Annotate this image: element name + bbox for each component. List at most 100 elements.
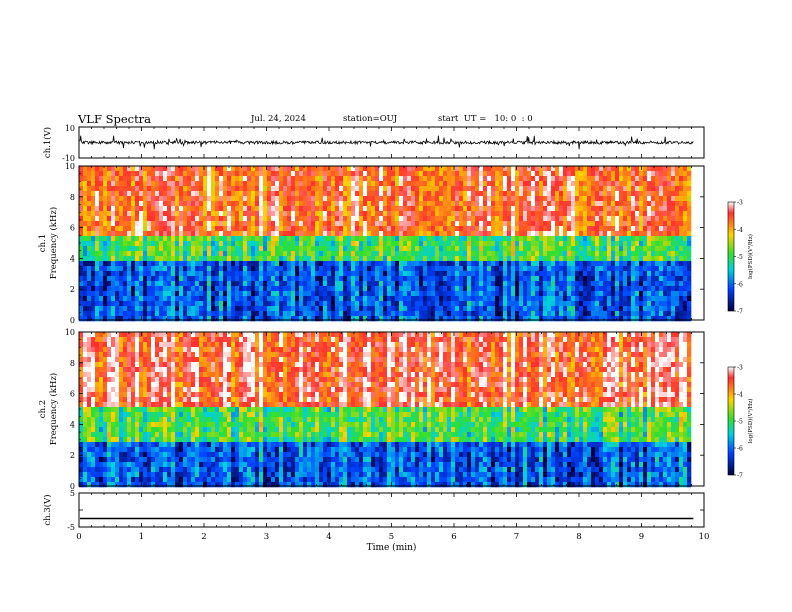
spectrogram-cell xyxy=(87,311,92,317)
spectrogram-cell xyxy=(247,176,252,182)
spectrogram-cell xyxy=(559,196,564,202)
spectrogram-cell xyxy=(643,171,648,177)
spectrogram-cell xyxy=(507,206,512,212)
spectrogram-cell xyxy=(495,296,500,302)
spectrogram-cell xyxy=(687,191,692,197)
spectrogram-cell xyxy=(459,251,464,257)
spectrogram-cell xyxy=(119,191,124,197)
spectrogram-cell xyxy=(275,241,280,247)
spectrogram-cell xyxy=(647,226,652,232)
spectrogram-cell xyxy=(379,261,384,267)
spectrogram-cell xyxy=(119,196,124,202)
spectrogram-cell xyxy=(363,281,368,287)
spectrogram-cell xyxy=(483,186,488,192)
spectrogram-cell xyxy=(535,251,540,257)
spectrogram-cell xyxy=(115,246,120,252)
spectrogram-cell xyxy=(567,296,572,302)
spectrogram-cell xyxy=(343,276,348,282)
spectrogram-cell xyxy=(323,291,328,297)
spectrogram-cell xyxy=(115,291,120,297)
spectrogram-cell xyxy=(215,286,220,292)
spectrogram-cell xyxy=(379,246,384,252)
spectrogram-cell xyxy=(515,206,520,212)
spectrogram-cell xyxy=(99,171,104,177)
spectrogram-cell xyxy=(335,191,340,197)
spectrogram-cell xyxy=(643,206,648,212)
spectrogram-cell xyxy=(439,296,444,302)
spectrogram-cell xyxy=(395,306,400,312)
spectrogram-cell xyxy=(111,296,116,302)
spectrogram-cell xyxy=(535,186,540,192)
spectrogram-cell xyxy=(387,301,392,307)
spectrogram-cell xyxy=(331,296,336,302)
spectrogram-cell xyxy=(407,196,412,202)
spectrogram-cell xyxy=(79,276,84,282)
spectrogram-cell xyxy=(603,206,608,212)
spectrogram-cell xyxy=(183,256,188,262)
spectrogram-cell xyxy=(99,186,104,192)
spectrogram-cell xyxy=(259,191,264,197)
spectrogram-cell xyxy=(683,311,688,317)
spectrogram-cell xyxy=(283,311,288,317)
spectrogram-cell xyxy=(279,266,284,272)
spectrogram-cell xyxy=(139,266,144,272)
spectrogram-cell xyxy=(655,311,660,317)
spectrogram-cell xyxy=(647,231,652,237)
spectrogram-cell xyxy=(119,181,124,187)
spectrogram-cell xyxy=(479,206,484,212)
spectrogram-cell xyxy=(255,181,260,187)
spectrogram-cell xyxy=(635,186,640,192)
spectrogram-cell xyxy=(675,261,680,267)
spectrogram-cell xyxy=(579,181,584,187)
spectrogram-cell xyxy=(155,231,160,237)
spectrogram-cell xyxy=(359,306,364,312)
spectrogram-cell xyxy=(183,181,188,187)
spectrogram-cell xyxy=(175,251,180,257)
spectrogram-cell xyxy=(243,216,248,222)
spectrogram-cell xyxy=(275,206,280,212)
spectrogram-cell xyxy=(111,256,116,262)
spectrogram-cell xyxy=(491,181,496,187)
spectrogram-cell xyxy=(159,261,164,267)
spectrogram-cell xyxy=(511,191,516,197)
spectrogram-cell xyxy=(303,166,308,172)
spectrogram-cell xyxy=(223,171,228,177)
spectrogram-cell xyxy=(159,226,164,232)
spectrogram-cell xyxy=(323,316,328,322)
spectrogram-cell xyxy=(619,231,624,237)
spectrogram-cell xyxy=(623,166,628,172)
spectrogram-cell xyxy=(579,166,584,172)
spectrogram-cell xyxy=(323,211,328,217)
spectrogram-cell xyxy=(483,266,488,272)
spectrogram-cell xyxy=(167,301,172,307)
spectrogram-cell xyxy=(343,296,348,302)
spectrogram-cell xyxy=(267,196,272,202)
spectrogram-cell xyxy=(111,271,116,277)
spectrogram-cell xyxy=(467,261,472,267)
spectrogram-cell xyxy=(635,211,640,217)
spectrogram-cell xyxy=(423,291,428,297)
spectrogram-cell xyxy=(471,171,476,177)
spectrogram-cell xyxy=(307,311,312,317)
spectrogram-cell xyxy=(443,206,448,212)
spectrogram-cell xyxy=(327,236,332,242)
spectrogram-cell xyxy=(507,231,512,237)
spectrogram-cell xyxy=(603,311,608,317)
spectrogram-cell xyxy=(307,296,312,302)
spectrogram-cell xyxy=(235,306,240,312)
spectrogram-cell xyxy=(679,291,684,297)
spectrogram-cell xyxy=(435,231,440,237)
spectrogram-cell xyxy=(655,191,660,197)
spectrogram-cell xyxy=(235,221,240,227)
spectrogram-cell xyxy=(419,181,424,187)
spectrogram-cell xyxy=(471,191,476,197)
spectrogram-cell xyxy=(375,281,380,287)
spectrogram-cell xyxy=(279,211,284,217)
spectrogram-cell xyxy=(139,296,144,302)
spectrogram-cell xyxy=(91,276,96,282)
spectrogram-cell xyxy=(671,186,676,192)
spectrogram-cell xyxy=(315,166,320,172)
spectrogram-cell xyxy=(367,301,372,307)
spectrogram-cell xyxy=(399,166,404,172)
spectrogram-cell xyxy=(439,171,444,177)
